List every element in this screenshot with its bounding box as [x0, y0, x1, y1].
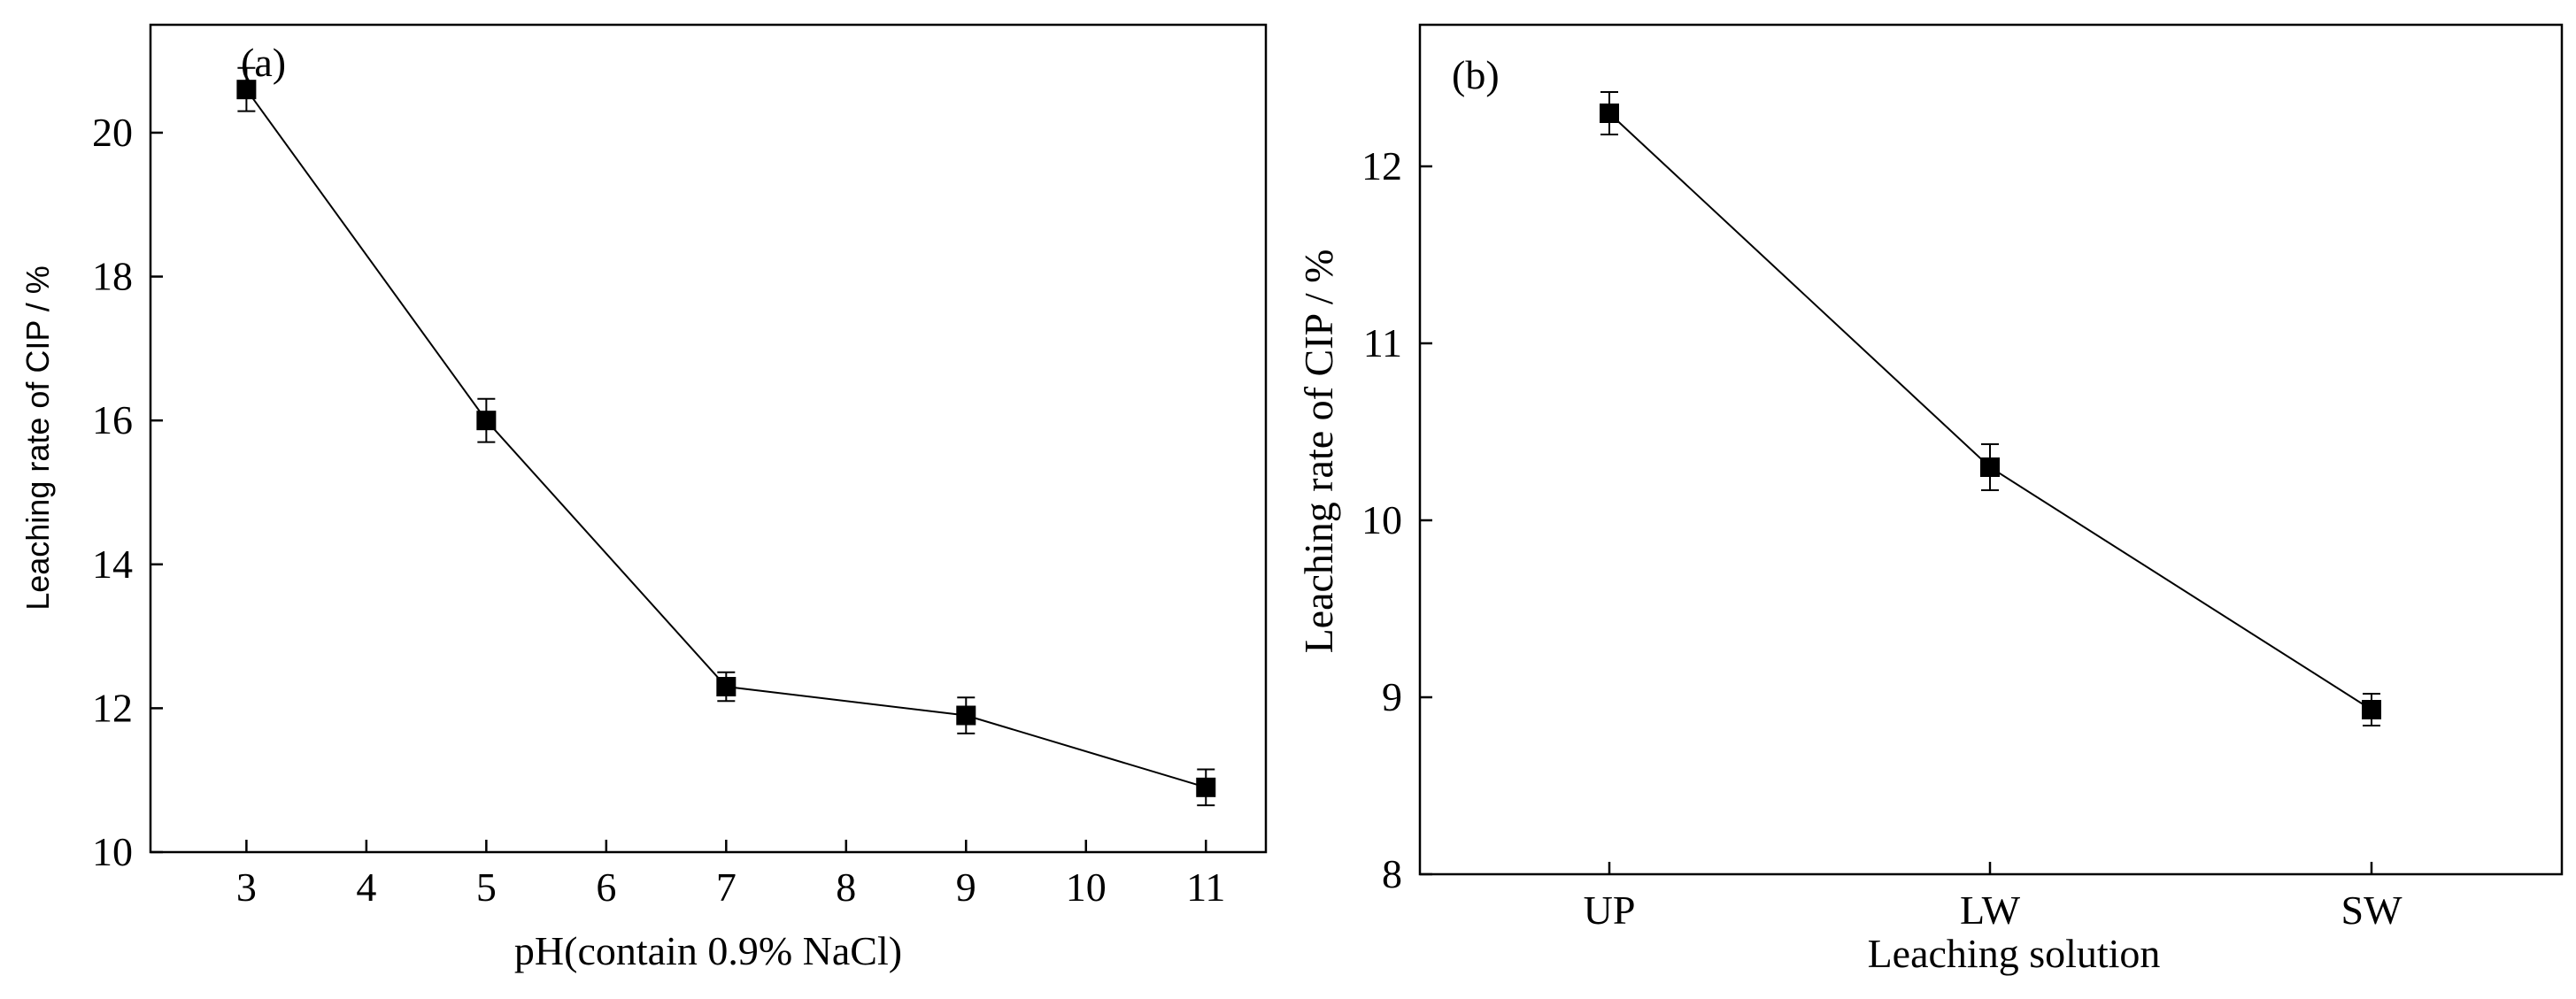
- x-tick-label-a: 4: [356, 865, 376, 910]
- y-tick-label-b: 11: [1363, 320, 1402, 365]
- y-tick-label-a: 12: [92, 685, 133, 730]
- series-b: [1600, 91, 2381, 726]
- x-tick-label-b: UP: [1584, 888, 1636, 933]
- y-tick-label-a: 14: [92, 542, 133, 587]
- data-point-a: [956, 705, 976, 726]
- x-tick-label-a: 9: [956, 865, 976, 910]
- x-tick-label-a: 6: [596, 865, 616, 910]
- y-axis-title-b: Leaching rate of CIP / %: [1296, 250, 1341, 654]
- x-tick-label-b: SW: [2341, 888, 2403, 933]
- panel-a: (a) 3 4 5 6 7 8 9 10 11 10 12 14 16 18 20 pH(contain …: [19, 23, 1268, 973]
- plot-frame-a: [149, 23, 1268, 854]
- data-point-a: [1196, 777, 1216, 797]
- x-tick-label-a: 7: [716, 865, 737, 910]
- y-tick-label-b: 9: [1382, 674, 1402, 719]
- data-point-a: [716, 677, 737, 696]
- y-tick-label-b: 12: [1361, 143, 1402, 188]
- panel-label-b: (b): [1452, 52, 1500, 97]
- data-point-b: [2362, 700, 2381, 719]
- y-tick-label-a: 18: [92, 254, 133, 299]
- data-point-a: [476, 411, 497, 431]
- data-point-b: [1600, 104, 1619, 123]
- data-point-a: [236, 80, 257, 100]
- y-tick-label-a: 20: [92, 110, 133, 155]
- x-tick-label-a: 10: [1066, 865, 1107, 910]
- x-tick-label-a: 11: [1186, 865, 1225, 910]
- y-tick-label-b: 10: [1361, 497, 1402, 542]
- y-axis-title-a: Leaching rate of CIP / %: [19, 265, 56, 611]
- panel-label-a: (a): [241, 40, 286, 85]
- series-a: [236, 66, 1216, 807]
- x-tick-label-a: 3: [236, 865, 257, 910]
- y-ticks-a: 10 12 14 16 18 20: [92, 110, 163, 874]
- x-axis-title-b: Leaching solution: [1868, 931, 2161, 976]
- y-tick-label-a: 16: [92, 397, 133, 442]
- y-ticks-b: 8 9 10 11 12: [1361, 143, 1432, 896]
- x-ticks-a: 3 4 5 6 7 8 9 10 11: [236, 840, 1225, 910]
- series-line-b: [1608, 112, 2372, 711]
- data-point-b: [1980, 457, 2000, 477]
- x-tick-label-a: 5: [476, 865, 497, 910]
- y-tick-label-b: 8: [1382, 851, 1402, 896]
- x-tick-label-b: LW: [1960, 888, 2021, 933]
- x-tick-label-a: 8: [836, 865, 856, 910]
- y-tick-label-a: 10: [92, 829, 133, 874]
- x-ticks-b: UP LW SW: [1584, 862, 2402, 933]
- panel-b: (b) UP LW SW 8 9 10 11 12 Leaching solution Le…: [1296, 23, 2564, 976]
- x-axis-title-a: pH(contain 0.9% NaCl): [514, 928, 902, 973]
